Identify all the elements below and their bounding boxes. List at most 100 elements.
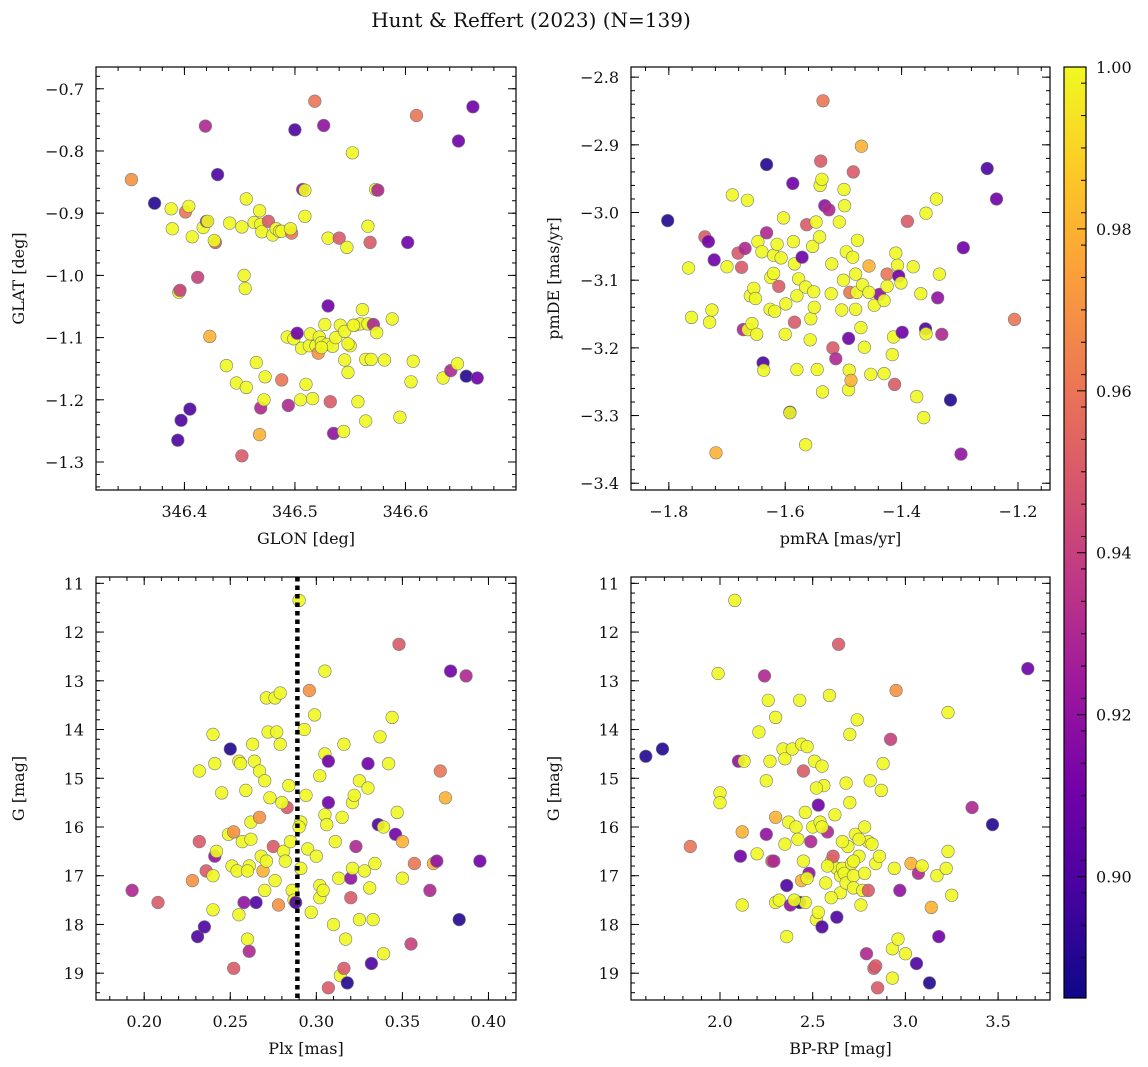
data-point: [355, 303, 370, 317]
y-tick-label: −3.4: [580, 474, 619, 493]
data-point: [151, 895, 165, 910]
data-point: [148, 196, 162, 210]
data-point: [219, 359, 233, 373]
data-point: [748, 291, 763, 306]
data-point: [811, 798, 825, 812]
data-point: [787, 315, 802, 329]
data-point: [774, 251, 788, 265]
data-point: [893, 883, 907, 898]
data-point: [239, 783, 253, 798]
y-tick-label: −3.3: [580, 407, 619, 426]
data-point: [809, 781, 824, 795]
data-point: [268, 873, 282, 888]
data-point: [870, 981, 885, 995]
x-axis-label: BP-RP [mag]: [789, 1039, 891, 1058]
data-point: [735, 898, 749, 912]
data-point: [766, 266, 781, 281]
data-point: [711, 666, 725, 681]
data-point: [932, 929, 946, 944]
data-point: [835, 303, 849, 317]
data-point: [733, 849, 748, 863]
y-tick-label: −3.0: [580, 204, 619, 223]
data-point: [390, 805, 404, 820]
y-tick-label: 18: [599, 915, 619, 934]
data-point: [326, 917, 341, 932]
data-point: [684, 310, 699, 325]
data-point: [337, 961, 351, 975]
data-point: [772, 893, 786, 907]
y-tick-label: −1.0: [45, 266, 84, 285]
axes-frame: [95, 66, 517, 491]
data-point: [393, 410, 407, 424]
data-point: [314, 340, 329, 355]
data-point: [740, 193, 755, 207]
data-point: [790, 362, 804, 377]
data-point: [376, 820, 391, 834]
data-point: [174, 413, 188, 427]
data-point: [768, 304, 782, 318]
data-point: [206, 903, 220, 917]
data-point: [770, 237, 784, 251]
data-point: [767, 854, 781, 868]
data-point: [301, 842, 315, 856]
data-point: [335, 810, 349, 824]
data-point: [965, 800, 979, 815]
x-axis-label: GLON [deg]: [257, 529, 355, 548]
data-point: [357, 864, 372, 878]
data-point: [757, 669, 772, 683]
y-tick-label: 18: [64, 915, 84, 934]
data-point: [848, 302, 863, 316]
data-point: [364, 352, 378, 367]
y-axis-label: GLAT [deg]: [9, 232, 28, 324]
data-point: [844, 373, 858, 388]
y-tick-label: −2.8: [580, 68, 619, 87]
data-point: [941, 705, 955, 720]
data-point: [395, 834, 410, 849]
data-point: [832, 215, 846, 229]
data-point: [406, 354, 420, 368]
data-point: [341, 365, 355, 380]
data-point: [895, 325, 909, 339]
x-axis-label: Plx [mas]: [268, 1039, 343, 1058]
data-point: [819, 876, 833, 890]
data-point: [338, 353, 352, 367]
data-point: [373, 730, 387, 744]
panel-bprp-g: 2.0 2.5 3.0 3.5 11 12 13 14 15 16 17 18 19 BP-RP [mag…: [544, 574, 1051, 1058]
y-tick-label: 16: [64, 818, 84, 837]
data-point: [810, 362, 824, 377]
data-point: [321, 981, 336, 995]
figure-title: Hunt & Reffert (2023) (N=139): [371, 8, 691, 32]
data-point: [283, 834, 298, 849]
data-point: [863, 774, 877, 788]
data-point: [786, 235, 801, 249]
data-point: [887, 377, 902, 392]
data-point: [238, 281, 252, 296]
y-tick-label: 15: [599, 769, 619, 788]
data-point: [171, 433, 185, 447]
data-point: [815, 385, 830, 399]
data-point: [376, 947, 391, 961]
y-tick-label: −0.9: [45, 204, 84, 223]
data-point: [450, 357, 465, 371]
scatter-points: [125, 593, 487, 995]
data-point: [889, 683, 903, 698]
data-point: [862, 285, 876, 300]
colorbar-frame: [1063, 66, 1087, 999]
data-point: [837, 199, 852, 213]
x-tick-label: 2.5: [800, 1012, 825, 1031]
x-tick-label: 0.35: [385, 1012, 421, 1031]
data-point: [452, 912, 466, 927]
data-point: [278, 854, 292, 868]
data-point: [864, 367, 878, 381]
axes-frame: [630, 66, 1051, 491]
data-point: [857, 820, 872, 834]
data-point: [470, 371, 484, 385]
data-point: [459, 669, 473, 683]
data-point: [807, 285, 821, 299]
data-point: [165, 222, 179, 236]
data-point: [848, 267, 863, 281]
data-point: [206, 727, 220, 742]
data-point: [869, 959, 883, 973]
data-point: [768, 810, 783, 824]
